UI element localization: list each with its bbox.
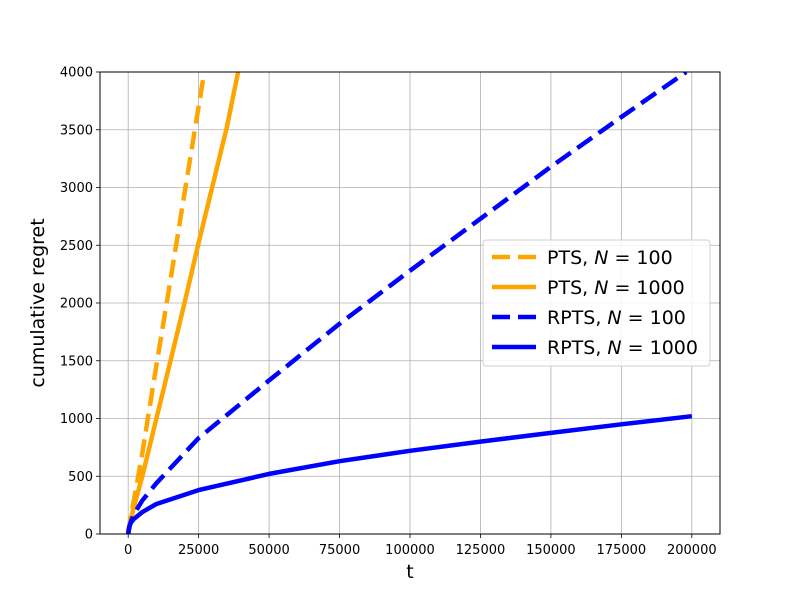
legend-box — [482, 239, 711, 367]
x-axis-label: t — [406, 561, 413, 583]
x-tick-label: 150000 — [526, 543, 576, 558]
y-tick-label: 1500 — [60, 354, 93, 369]
x-tick-label: 25000 — [178, 543, 219, 558]
x-tick-label: 75000 — [319, 543, 360, 558]
y-tick-label: 2000 — [60, 297, 93, 312]
legend-label-var: N — [594, 277, 608, 299]
series-line-3 — [125, 413, 693, 534]
y-tick-label: 3500 — [60, 123, 93, 138]
y-tick-label: 4000 — [60, 66, 93, 81]
x-tick-label: 100000 — [385, 543, 435, 558]
legend-label-var: N — [607, 337, 621, 359]
y-axis-label: cumulative regret — [27, 218, 49, 387]
y-tick-label: 0 — [85, 528, 93, 543]
x-tick-label: 200000 — [667, 543, 717, 558]
x-tick-label: 0 — [124, 543, 132, 558]
y-tick-label: 500 — [68, 470, 93, 485]
x-tick-label: 50000 — [248, 543, 289, 558]
legend-label-prefix: RPTS, — [547, 307, 607, 329]
legend-label-suffix: = 100 — [608, 247, 672, 269]
legend-label-var: N — [594, 247, 608, 269]
legend-label-2: RPTS, N = 100 — [547, 307, 686, 329]
y-tick-label: 2500 — [60, 239, 93, 254]
legend-label-0: PTS, N = 100 — [547, 247, 673, 269]
x-tick-label: 175000 — [597, 543, 647, 558]
y-tick-label: 3000 — [60, 181, 93, 196]
legend-label-prefix: RPTS, — [547, 337, 607, 359]
ticks: 0 25000 50000 75000 100000 125000 150000 175000… — [60, 66, 717, 559]
legend-label-3: RPTS, N = 1000 — [547, 337, 698, 359]
legend-label-1: PTS, N = 1000 — [547, 277, 685, 299]
y-tick-label: 1000 — [60, 412, 93, 427]
legend-label-var: N — [607, 307, 621, 329]
legend-label-prefix: PTS, — [547, 247, 594, 269]
series-layer — [125, 72, 693, 534]
legend-label-prefix: PTS, — [547, 277, 594, 299]
legend-label-suffix: = 1000 — [622, 337, 698, 359]
legend-label-suffix: = 100 — [622, 307, 686, 329]
x-tick-label: 125000 — [456, 543, 506, 558]
legend-label-suffix: = 1000 — [608, 277, 684, 299]
